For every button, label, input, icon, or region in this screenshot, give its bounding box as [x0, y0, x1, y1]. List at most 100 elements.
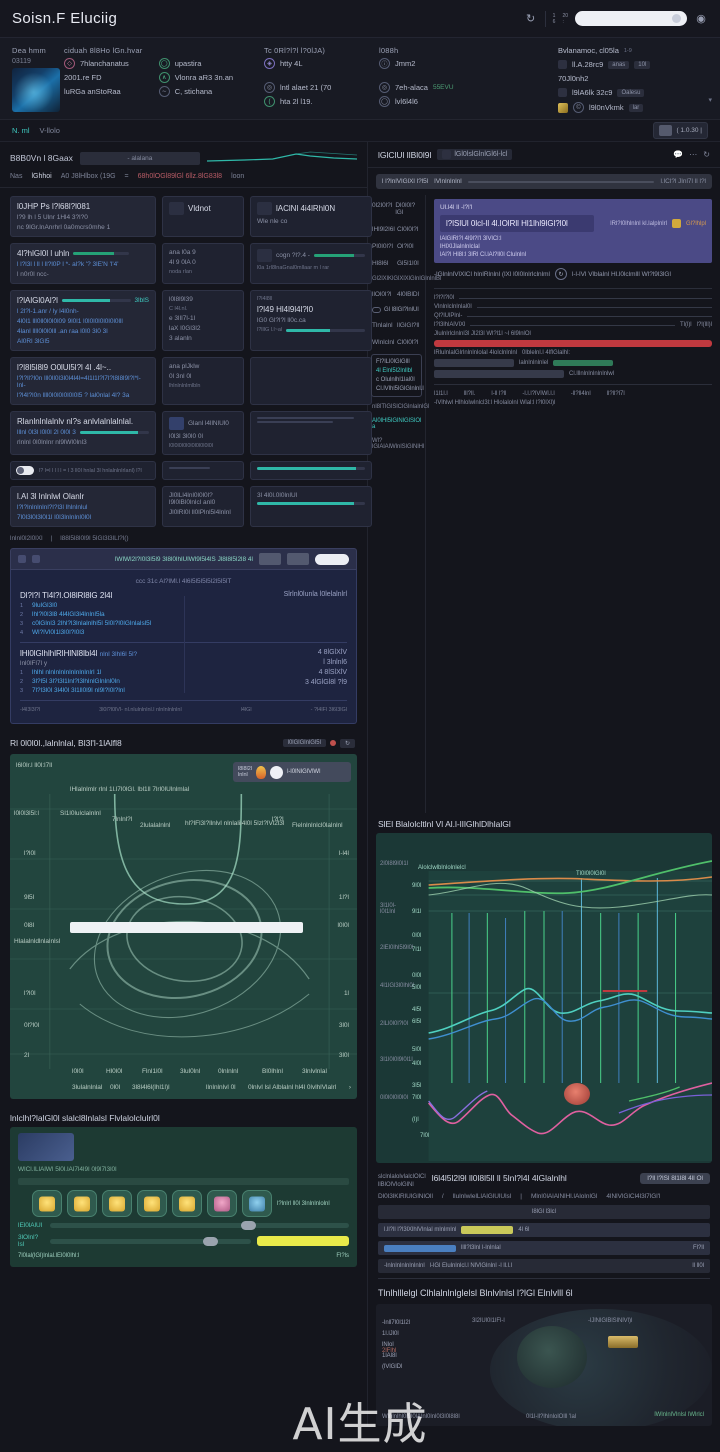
refresh-icon[interactable]: ↻ — [554, 268, 567, 280]
media-preview[interactable]: -lnll7l0l1l2l 1l.lJl0l lNlol 1lAl8l (lVl… — [376, 1304, 712, 1426]
card[interactable] — [250, 461, 372, 480]
floating-widget[interactable]: l8l8l2l lnlnl l-l0lNlGlVlWl — [233, 762, 351, 782]
list-row[interactable]: Vlnlnlclnlnlal0l — [434, 304, 712, 310]
refresh-icon[interactable]: ↻ — [703, 150, 710, 159]
comment-icon[interactable]: 💬 — [673, 150, 684, 159]
avatar[interactable] — [102, 1190, 132, 1217]
bottom-tab-0[interactable]: Dl0l3lKlRlUlGlNlOll — [378, 1193, 433, 1200]
sidebar-row[interactable]: 0l2l0l?l Dl0l0l?lGl — [372, 202, 416, 216]
card[interactable]: l?l8l5l8l9 O0lUl5l?l 4l .4l~.. l?l?ll?l0… — [10, 357, 156, 405]
card[interactable]: l?l4l8ll l?l49 Hl4l9l4l?l0 lG0 Gl?l?l ll… — [250, 290, 372, 351]
card[interactable]: l.Al 3l lnlnlwl Olanlr l?l?lnlnlnlnl?l?l… — [10, 486, 156, 527]
sidebar-extra[interactable]: Al0lHl5lGlNlGlSlOl a — [372, 418, 422, 430]
nav-item[interactable]: ∼ C, stichana — [158, 86, 254, 97]
avatar[interactable] — [67, 1190, 97, 1217]
tab-5[interactable]: loon — [231, 173, 245, 180]
nav-right-item[interactable]: © l9l0nVkmk lar — [558, 102, 708, 113]
tab-2[interactable]: A0 J8lHlbox (19G — [60, 173, 116, 180]
nav-right-item[interactable]: ll.A.28rc9 anas 10l — [558, 60, 708, 69]
refresh-icon[interactable]: ↻ — [339, 738, 355, 748]
nav-item[interactable]: 2001.re FD — [64, 72, 150, 83]
nav-item[interactable]: ∧ Vlonra aR3 3n.an — [158, 72, 254, 83]
right-tag[interactable]: lGl0lslGlnlGl6l-lcl — [437, 149, 513, 160]
card[interactable]: 4l?hlGl0l l uhln l l?l3l l ll l ll?l0P l… — [10, 243, 156, 284]
card[interactable]: 3l 4l0l.0l0lnlUl — [250, 486, 372, 527]
right-toolbar[interactable]: l l?lnlVlGlXl l?l5l lVlnlnlnlnl l.lCl?l … — [376, 174, 712, 189]
chevron-down-icon[interactable]: ▾ — [708, 97, 712, 104]
breadcrumb-item-1[interactable]: N. ml — [12, 126, 30, 135]
avatar[interactable] — [172, 1190, 202, 1217]
more-icon[interactable]: ⋯ — [689, 150, 698, 159]
nav-right-item[interactable]: Bvlanamoc, cl05la 1-9 — [558, 46, 708, 55]
card[interactable] — [250, 357, 372, 405]
slider-track[interactable] — [50, 1236, 251, 1246]
nav-item[interactable]: ◎ lntl alaet 21 (70 — [264, 82, 369, 93]
toggle-switch[interactable] — [16, 466, 34, 475]
sidebar-row[interactable]: lHl9l2l6l Cl0l0l?l — [372, 226, 419, 233]
list-row[interactable]: l?l?l?l0l — [434, 295, 712, 301]
list-item[interactable]: l8lGl l3lcl — [378, 1205, 710, 1219]
list-item[interactable]: l.ll?ll l?l3lXlhlVlnlal mlnlmlnl 4l 6l — [378, 1223, 710, 1237]
bottom-action-button[interactable]: l?ll l?lSl 8l1l8l 4ll Ol — [640, 1173, 710, 1184]
nav-right-item[interactable]: 70Jl0nh2 — [558, 74, 708, 83]
card[interactable]: Glanl l4llNlUl0 l0l3l 3l0l0 0l l0l0l0l0l… — [162, 411, 244, 455]
search-pill[interactable] — [315, 553, 349, 565]
sidebar-row[interactable]: Wlnlclnl Cl0l0l?l — [372, 339, 419, 346]
list-item[interactable]: llll?l3lnl l-lnlnlal Fl?ll — [378, 1241, 710, 1255]
sidebar-row[interactable]: Tlnlalnl llGlGl?ll — [372, 322, 420, 329]
list-icon-1[interactable]: l?l(lll)l — [696, 322, 712, 328]
tab-3[interactable]: = — [124, 173, 129, 180]
refresh-icon[interactable]: ↻ — [526, 13, 536, 25]
card[interactable]: Rlanlnlnlalnlv nl?s anlvlalnlalnlal. lll… — [10, 411, 156, 455]
tab-1[interactable]: lGhhoi — [31, 173, 52, 180]
card[interactable]: cogn ?l?.4 - l0a 1rl8lnaGnal0mllaar m l … — [250, 243, 372, 284]
card[interactable]: ana l0a 9 4l 9 0lA 0 noda rlan — [162, 243, 244, 284]
card[interactable] — [162, 461, 244, 480]
highlight-bar[interactable] — [70, 922, 303, 933]
search-input[interactable] — [575, 11, 687, 26]
card[interactable]: Vldnot — [162, 196, 244, 237]
card[interactable]: l?lAlGl0Al?l 3lblS l 2l?l-1.anr / ly l4l… — [10, 290, 156, 351]
card[interactable]: lAClNl 4i4lRhl0N Wle nle co — [250, 196, 372, 237]
sidebar-row[interactable]: Pl0l0l?l Ol?l0l — [372, 243, 414, 250]
slider-track[interactable] — [50, 1221, 349, 1230]
thumbnail-icon[interactable] — [259, 553, 281, 565]
thumbnail-icon[interactable] — [287, 553, 309, 565]
nav-right-item[interactable]: l9lA6lk 32c9 Oalesu — [558, 88, 708, 97]
nav-item[interactable]: ◯ upastira — [158, 58, 254, 69]
nav-item[interactable]: ◎ 7eh-alaca 55EVU — [379, 82, 499, 93]
version-widget[interactable]: ( 1.0.30 | — [653, 122, 708, 139]
line-chart[interactable]: 2l0l8l9l0l1l 3l1l0l-l0l1lnl 2lEl0lhl5l9l… — [376, 833, 712, 1163]
nav-item[interactable]: ( hta 2l l19. — [264, 96, 369, 107]
tab-4[interactable]: 68h0lOGl89lGl 6llz.8lG83l8 — [137, 173, 223, 180]
bottom-tab-3[interactable]: 4lNlVlGlCl4l3l7lGl'l — [606, 1193, 661, 1200]
green-visualization[interactable]: l6l0lr.l ll0l:l7ll lHlalnlmlr rlnl 1l.l7… — [10, 754, 357, 1099]
sidebar-extra[interactable]: nl8lTlGlSlClGlnlalnlGl — [372, 404, 430, 410]
user-icon[interactable]: ◉ — [696, 13, 706, 25]
avatar[interactable] — [207, 1190, 237, 1217]
text-input[interactable] — [434, 370, 564, 378]
tab-0[interactable]: Nas — [10, 173, 23, 180]
sidebar-row[interactable]: llOl0l?l 4l0lBlDl — [372, 291, 420, 298]
sidebar-extra[interactable]: Wl?lGlAlAlWlnlSlGlNlHl — [372, 438, 425, 450]
breadcrumb-item-2[interactable]: V-llolo — [39, 126, 60, 135]
highlight-block[interactable]: Ul.l4l ll -l?l'l l?lSlUl 0lcl-ll 4l.lOlR… — [434, 199, 712, 263]
list-row[interactable]: l?l3lhlAlVlXl Tl(l)l l?l(lll)l — [434, 322, 712, 328]
grid-icon[interactable]: 20 : — [562, 12, 568, 25]
toggle-row[interactable]: l? l=l l l l l = l 3 ll0l hnlal 3l hnlal… — [10, 461, 156, 480]
search-input[interactable]: - alalana — [79, 151, 200, 165]
bottom-tab-2[interactable]: Mlnl0lAlAlNlHl.lAlolnlGl — [530, 1193, 598, 1200]
list-row[interactable]: Ql?lUlPlnl- — [434, 313, 712, 319]
nav-item[interactable]: ⓘ Jmm2 — [379, 58, 499, 69]
sidebar-row[interactable]: Hl8l6l Gl5l1l0l — [372, 260, 419, 267]
sidebar-pill-row[interactable]: Gl l8lGl?lnlUl — [368, 303, 425, 317]
list-icon-0[interactable]: Tl(l)l — [679, 322, 692, 328]
nav-item[interactable]: ◯ lvl6l4l6 — [379, 96, 499, 107]
sidebar-long-row[interactable]: Gl2lXlKlGlXlXlGlnlGlnlnlBl — [372, 276, 442, 282]
image-thumbnail[interactable] — [18, 1133, 74, 1161]
text-input[interactable] — [434, 359, 514, 367]
nav-item[interactable]: ◈ htty 4L — [264, 58, 369, 69]
layers-icon[interactable]: 1 6 — [552, 12, 556, 25]
avatar[interactable] — [32, 1190, 62, 1217]
card[interactable]: ana plJklw 0l 3nl 0l lhlnlnlnlmlbln — [162, 357, 244, 405]
